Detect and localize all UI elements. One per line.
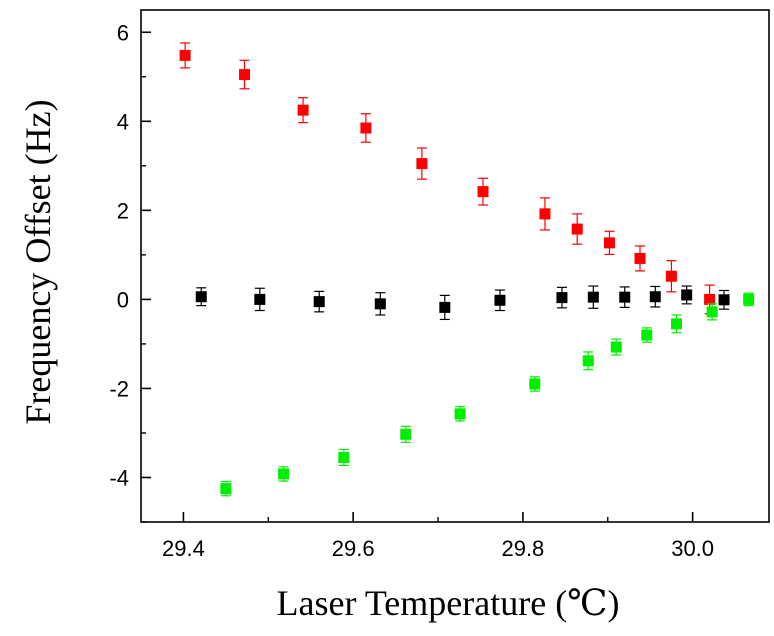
y-tick-label: 6 [117,20,129,45]
data-point [587,291,599,303]
data-point [360,122,372,134]
data-point [416,158,428,170]
data-point [529,378,541,390]
y-tick-label: 2 [117,198,129,223]
data-point [681,289,693,301]
data-point [439,301,451,313]
y-tick-label: -2 [109,376,129,401]
data-point [494,294,506,306]
data-point [477,186,489,198]
x-tick-label: 29.8 [501,536,544,561]
y-axis-title: Frequency Offset (Hz) [18,99,58,424]
data-point [338,451,350,463]
y-tick-label: 4 [117,109,129,134]
y-tick-label: 0 [117,287,129,312]
data-point [610,341,622,353]
data-point [718,294,730,306]
data-point [649,291,661,303]
x-tick-label: 29.4 [162,536,205,561]
data-point [582,355,594,367]
x-axis: 29.4 29.6 29.8 30.0 [162,512,714,561]
data-point [239,69,251,81]
data-point [704,293,716,305]
data-point [665,270,677,282]
data-point [297,104,309,116]
data-point [254,293,266,305]
data-point [195,291,207,303]
series-layer [179,42,755,497]
plot-frame [140,9,770,523]
data-point [313,296,325,308]
data-point [743,293,755,305]
data-point [670,318,682,330]
data-point [454,408,466,420]
data-point [634,252,646,264]
x-tick-label: 30.0 [671,536,714,561]
series-1 [195,285,730,321]
plot-border [140,9,770,523]
x-axis-title: Laser Temperature (℃) [277,583,620,623]
data-point [220,483,232,495]
data-point [706,306,718,318]
data-point [278,468,290,480]
y-axis: -4 -2 0 2 4 6 [109,20,151,523]
y-tick-label: -4 [109,465,129,490]
data-point [641,329,653,341]
data-point [571,223,583,235]
data-point [374,298,386,310]
data-point [400,428,412,440]
data-point [556,292,568,304]
series-0 [179,42,716,315]
data-point [179,49,191,61]
data-point [603,237,615,249]
data-point [539,208,551,220]
series-2 [220,292,755,497]
x-tick-label: 29.6 [332,536,375,561]
data-point [619,291,631,303]
